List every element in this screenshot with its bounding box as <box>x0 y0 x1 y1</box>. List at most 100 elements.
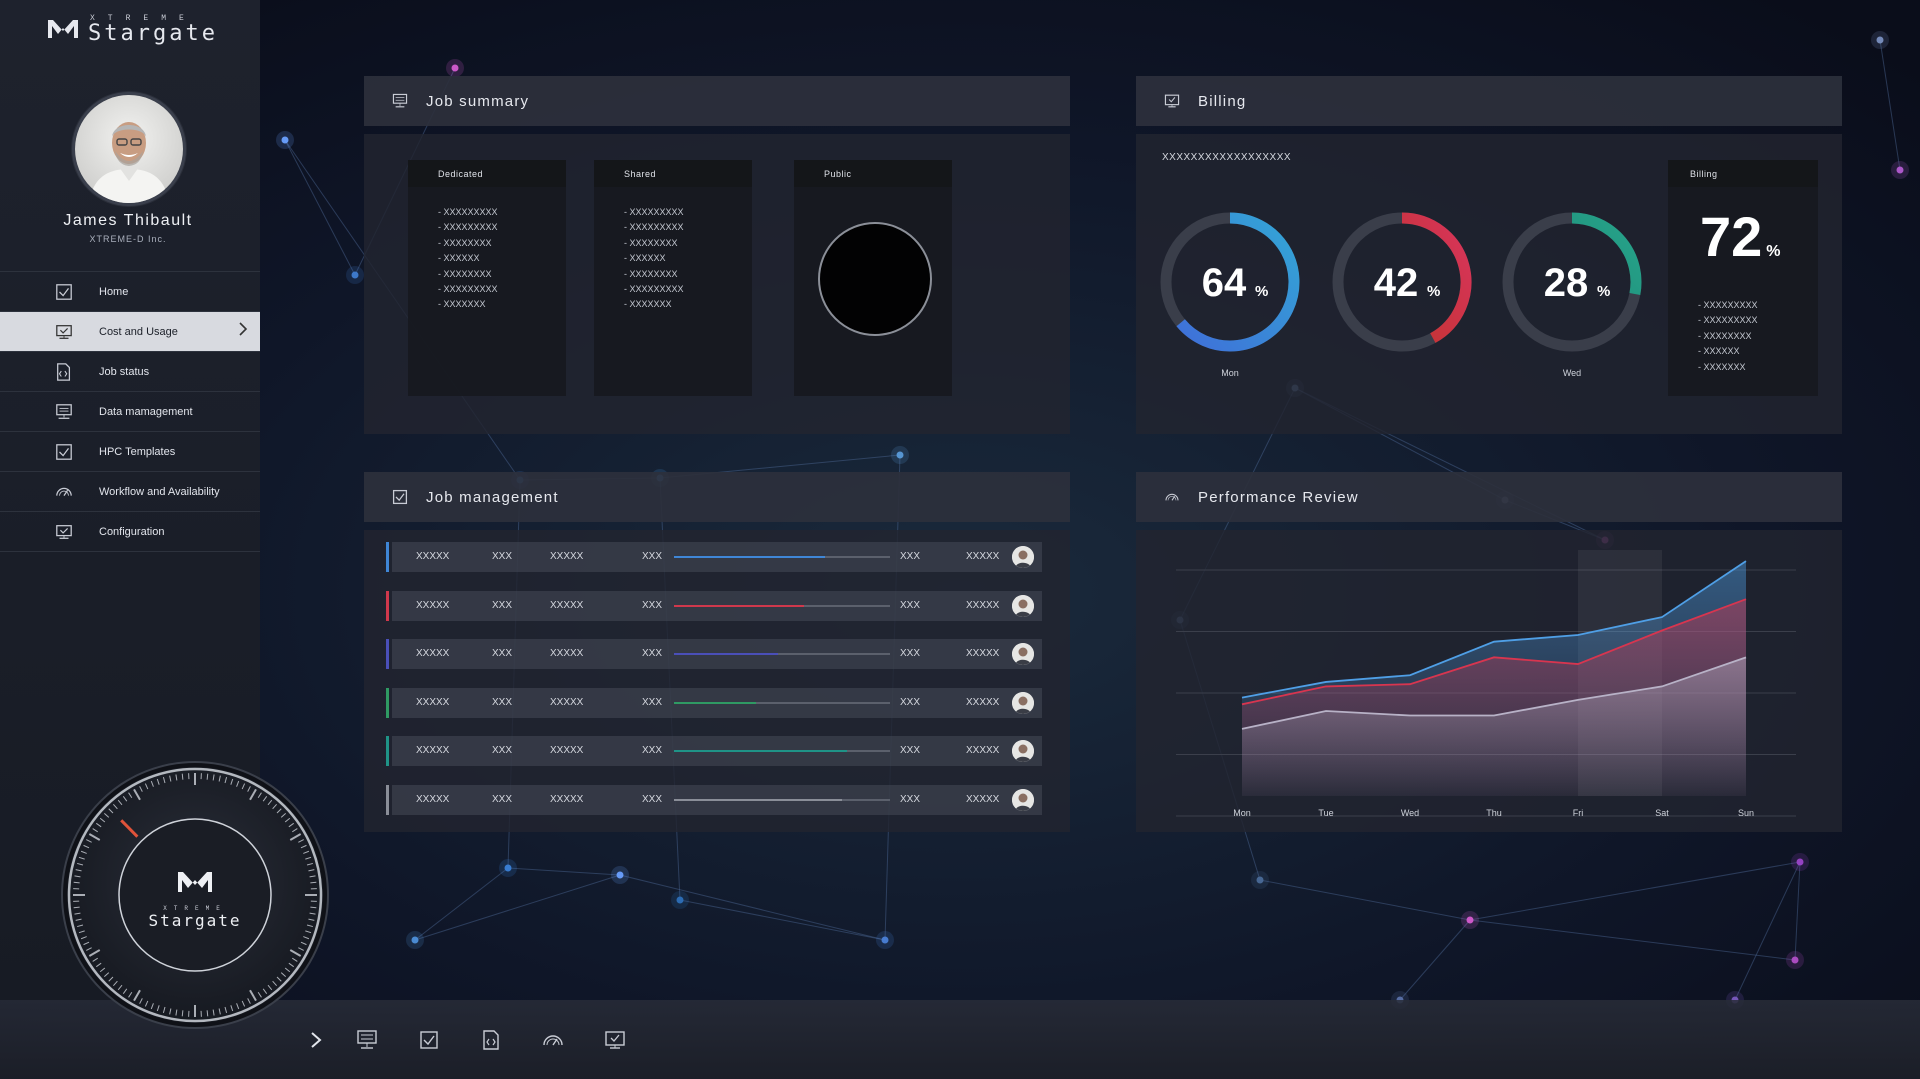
row-cell-c6: XXXXX <box>966 745 1000 756</box>
job-summary-header: Job summary <box>364 76 1070 126</box>
toolbar-config-button[interactable] <box>584 1024 646 1056</box>
billing-donuts: 64 % Mon 42% 28 % Wed <box>1160 212 1642 378</box>
billing-panel: Billing XXXXXXXXXXXXXXXXXX 64% Mon 42% 28% W… <box>1136 76 1842 434</box>
row-avatar[interactable] <box>1012 594 1034 617</box>
list-item: - XXXXXXXX <box>438 268 492 279</box>
performance-header: Performance Review <box>1136 472 1842 522</box>
row-cell-c6: XXXXX <box>966 793 1000 805</box>
sidebar-item-label: Cost and Usage <box>99 325 178 338</box>
toolbar-workflow-button[interactable] <box>522 1024 584 1056</box>
gauge-icon <box>543 1035 563 1046</box>
list-item: - XXXXXX <box>624 253 666 264</box>
job-summary-column-shared: Shared - XXXXXXXXX - XXXXXXXXX - XXXXXXXX - … <box>594 160 752 396</box>
column-list: - XXXXXXXXX - XXXXXXXXX - XXXXXXXX - XXXXXX… <box>438 205 566 313</box>
sidebar-item-label: Data mamagement <box>99 405 193 418</box>
toolbar-data-button[interactable] <box>336 1024 398 1056</box>
row-avatar[interactable] <box>1012 643 1034 665</box>
column-header: Public <box>794 160 952 187</box>
row-avatar[interactable] <box>1012 691 1034 714</box>
list-item: - XXXXXX <box>438 253 480 264</box>
person-icon <box>75 95 183 203</box>
user-company: XTREME-D Inc. <box>89 234 167 244</box>
table-row[interactable]: XXXXX XXX XXXXX XXX XXX XXXXX <box>386 542 1042 572</box>
performance-title: Performance Review <box>1198 488 1359 506</box>
sidebar-item-label: Workflow and Availability <box>99 485 220 498</box>
performance-body: Mon Tue Wed Thu Fri Sat Sun <box>1136 530 1842 832</box>
series-line <box>1241 656 1747 730</box>
list-item: - XXXXXXXXX <box>624 284 684 295</box>
chevron-right-icon <box>238 322 248 341</box>
document-code-icon <box>55 362 73 381</box>
billing-header: Billing <box>1136 76 1842 126</box>
gauge-icon <box>55 483 73 501</box>
row-progress <box>674 701 890 704</box>
row-cell-c4: XXX <box>642 696 663 708</box>
row-avatar[interactable] <box>1012 788 1034 811</box>
toolbar-jobstatus-button[interactable] <box>460 1024 522 1056</box>
row-cell-c2: XXX <box>492 599 513 611</box>
list-item: - XXXXXXXXX <box>1698 315 1758 326</box>
table-row[interactable]: XXXXX XXX XXXXX XXX XXX XXXXX <box>386 639 1042 669</box>
row-avatar[interactable] <box>1012 740 1034 762</box>
row-cell-c2: XXX <box>492 745 513 756</box>
monitor-check-icon <box>55 323 73 341</box>
x-tick-label: Sun <box>1738 808 1754 818</box>
billing-side-card: Billing 72% - XXXXXXXXX - XXXXXXXXX - XXXX… <box>1668 160 1818 396</box>
public-indicator <box>818 222 932 336</box>
row-progress-fill <box>674 653 778 655</box>
expand-button[interactable] <box>296 1024 336 1056</box>
row-cell-c4: XXX <box>642 648 663 659</box>
table-row[interactable]: XXXXX XXX XXXXX XXX XXX XXXXX <box>386 784 1042 815</box>
row-cell-c5: XXX <box>900 696 921 708</box>
donut-label: Wed <box>1563 368 1581 378</box>
person-icon <box>1012 546 1034 568</box>
row-avatar[interactable] <box>1012 546 1034 568</box>
server-monitor-icon <box>357 1030 377 1049</box>
row-progress <box>674 604 890 607</box>
x-tick-label: Fri <box>1573 808 1584 818</box>
dial-logo-subtitle: XTREME <box>163 905 227 912</box>
x-tick-label: Mon <box>1233 808 1251 818</box>
logo-mark-icon <box>48 20 78 38</box>
row-cell-c3: XXXXX <box>550 696 584 708</box>
sidebar-item-job-status[interactable]: Job status <box>0 351 260 391</box>
sidebar-item-cost-and-usage[interactable]: Cost and Usage <box>0 311 260 351</box>
user-avatar[interactable] <box>72 92 186 206</box>
x-tick-label: Sat <box>1655 808 1669 818</box>
app-logo: XTREME Stargate <box>46 14 236 46</box>
table-row[interactable]: XXXXX XXX XXXXX XXX XXX XXXXX <box>386 687 1042 718</box>
list-item: - XXXXXXX <box>438 299 486 310</box>
column-header: Shared <box>594 160 752 187</box>
list-item: - XXXXXXXX <box>624 237 678 248</box>
logo-subtitle: XTREME <box>90 14 197 23</box>
toolbar-templates-button[interactable] <box>398 1024 460 1056</box>
sidebar-item-data-mamagement[interactable]: Data mamagement <box>0 391 260 431</box>
table-row[interactable]: XXXXX XXX XXXXX XXX XXX XXXXX <box>386 736 1042 766</box>
row-cell-c3: XXXXX <box>550 551 584 562</box>
sidebar-item-workflow-and-availability[interactable]: Workflow and Availability <box>0 471 260 511</box>
document-code-icon <box>483 1030 499 1050</box>
row-cell-c2: XXX <box>492 793 513 805</box>
person-icon <box>1012 643 1034 665</box>
row-cell-c1: XXXXX <box>416 551 450 562</box>
sidebar-nav: Home Cost and Usage Job status Data mamagem… <box>0 271 260 552</box>
bottom-toolbar-icons <box>296 1024 646 1056</box>
row-cell-c5: XXX <box>900 745 921 756</box>
billing-side-header: Billing <box>1668 160 1818 187</box>
gauge-icon <box>1164 489 1180 505</box>
table-row[interactable]: XXXXX XXX XXXXX XXX XXX XXXXX <box>386 590 1042 621</box>
billing-subtitle: XXXXXXXXXXXXXXXXXX <box>1162 152 1292 163</box>
server-monitor-icon <box>55 403 73 421</box>
sidebar-item-label: Configuration <box>99 525 165 538</box>
job-management-body: XXXXX XXX XXXXX XXX XXX XXXXX XXXXX XXX XXXXX XXX… <box>364 530 1070 832</box>
sidebar-item-home[interactable]: Home <box>0 271 260 311</box>
list-item: - XXXXXXXXX <box>1698 300 1758 310</box>
x-tick-label: Tue <box>1318 808 1333 818</box>
row-cell-c6: XXXXX <box>966 599 1000 611</box>
row-cell-c5: XXX <box>900 551 921 562</box>
billing-side-list: - XXXXXXXXX - XXXXXXXXX - XXXXXXXX - XXXXXX… <box>1698 298 1758 375</box>
sidebar-item-configuration[interactable]: Configuration <box>0 511 260 552</box>
sidebar-item-hpc-templates[interactable]: HPC Templates <box>0 431 260 471</box>
row-cell-c2: XXX <box>492 696 513 708</box>
